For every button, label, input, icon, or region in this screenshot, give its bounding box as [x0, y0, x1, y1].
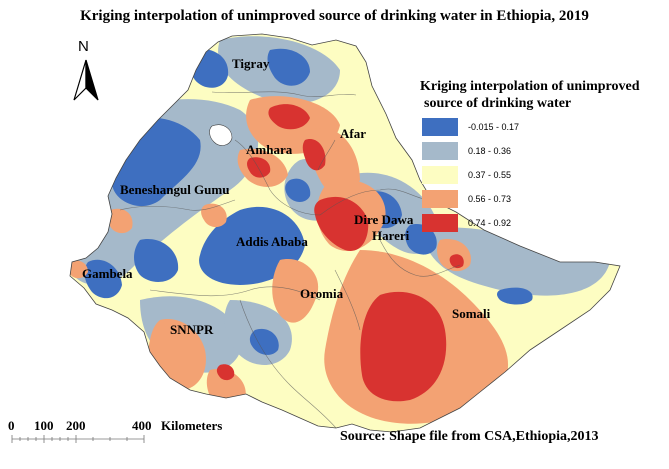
map-title: Kriging interpolation of unimproved sour…	[80, 8, 589, 24]
scale-label-100: 100	[34, 418, 54, 433]
legend-label: 0.37 - 0.55	[468, 170, 512, 180]
legend-item: 0.37 - 0.55	[422, 166, 660, 184]
region-label-afar: Afar	[340, 126, 366, 141]
legend-title-line2: source of drinking water	[424, 96, 572, 111]
region-label-amhara: Amhara	[246, 142, 293, 157]
north-label: N	[78, 38, 89, 55]
region-label-addis-ababa: Addis Ababa	[236, 234, 308, 249]
legend-title-line1: Kriging interpolation of unimproved	[420, 79, 640, 94]
region-label-somali: Somali	[452, 306, 491, 321]
scale-label-200: 200	[66, 418, 86, 433]
legend-label: 0.18 - 0.36	[468, 146, 512, 156]
region-label-gambela: Gambela	[82, 266, 133, 281]
legend-swatch	[422, 118, 458, 136]
legend-swatch	[422, 142, 458, 160]
scale-bar	[11, 435, 145, 443]
legend-item: 0.56 - 0.73	[422, 190, 660, 208]
scale-unit: Kilometers	[161, 418, 223, 433]
legend-items: -0.015 - 0.17 0.18 - 0.36 0.37 - 0.55 0.56 …	[422, 118, 660, 232]
legend-item: 0.18 - 0.36	[422, 142, 660, 160]
legend-swatch	[422, 190, 458, 208]
region-label-harari: Hareri	[372, 228, 410, 243]
legend-swatch	[422, 166, 458, 184]
legend-label: 0.56 - 0.73	[468, 194, 512, 204]
legend-item: -0.015 - 0.17	[422, 118, 660, 136]
region-label-snnpr: SNNPR	[170, 322, 214, 337]
region-label-dire-dawa: Dire Dawa	[354, 212, 414, 227]
north-arrow-icon	[73, 59, 99, 101]
region-label-oromia: Oromia	[300, 286, 344, 301]
legend-item: 0.74 - 0.92	[422, 214, 660, 232]
source-note: Source: Shape file from CSA,Ethiopia,201…	[340, 429, 599, 444]
scale-label-400: 400	[132, 418, 152, 433]
legend-label: -0.015 - 0.17	[468, 122, 520, 132]
legend-label: 0.74 - 0.92	[468, 218, 512, 228]
map-legend: Kriging interpolation of unimproved sour…	[420, 78, 660, 238]
region-label-tigray: Tigray	[232, 56, 270, 71]
region-label-benishangul: Beneshangul Gumu	[120, 182, 230, 197]
legend-swatch	[422, 214, 458, 232]
scale-label-0: 0	[8, 418, 15, 433]
